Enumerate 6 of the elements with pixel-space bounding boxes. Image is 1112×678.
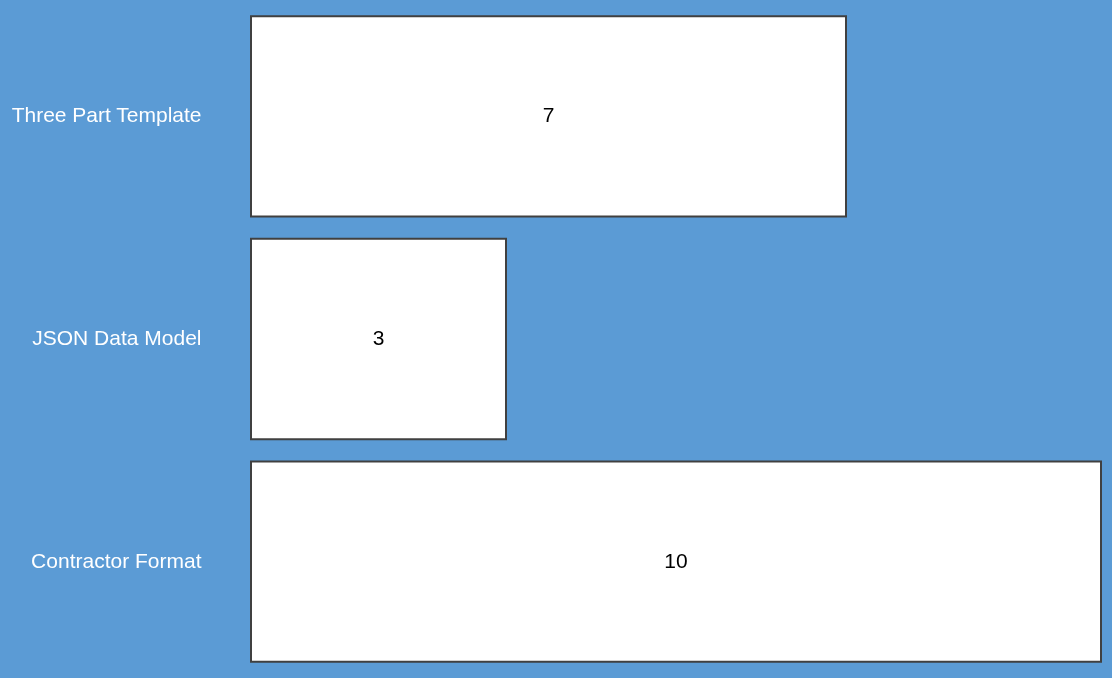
data-label: 10 (664, 548, 688, 572)
y-tick-label: Three Part Template (11, 103, 202, 127)
y-tick-label: Contractor Format (31, 548, 202, 572)
data-label: 7 (542, 103, 555, 127)
y-tick-label: JSON Data Model (32, 326, 202, 349)
data-label: 3 (372, 326, 385, 349)
